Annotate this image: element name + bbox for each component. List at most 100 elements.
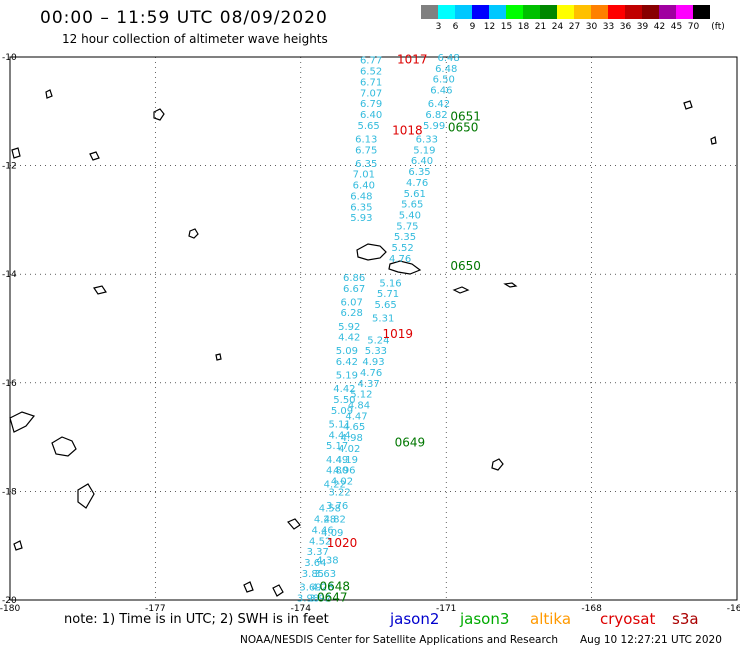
- wave-height-label: 6.82: [425, 110, 447, 121]
- wave-height-label: 4.19: [336, 455, 358, 466]
- wave-height-label: 5.17: [326, 441, 348, 452]
- wave-height-label: 6.48: [437, 53, 459, 64]
- wave-height-label: 5.65: [358, 121, 380, 132]
- color-scale-label: 36: [619, 22, 632, 32]
- footer-note: note: 1) Time is in UTC; 2) SWH is in fe…: [64, 612, 329, 627]
- lon-tick-label: -171: [436, 604, 456, 614]
- lon-tick-label: -165: [727, 604, 740, 614]
- color-swatch: [438, 5, 455, 19]
- pass-time-label: 0647: [317, 590, 348, 604]
- wave-height-label: 3.69: [299, 582, 321, 593]
- color-swatch: [642, 5, 659, 19]
- island-wallis: [188, 228, 199, 239]
- lat-tick-label: -14: [2, 270, 17, 280]
- pass-time-label: 0650: [448, 121, 479, 135]
- island-upolu: [388, 260, 422, 275]
- lon-tick-label: -174: [291, 604, 312, 614]
- island-vavau: [287, 518, 301, 530]
- wave-height-label: 6.48: [435, 64, 457, 75]
- wave-height-label: 5.35: [394, 232, 416, 243]
- color-scale-label: 42: [653, 22, 666, 32]
- wave-height-label: 4.76: [389, 254, 411, 265]
- lat-tick-label: -16: [2, 379, 17, 389]
- color-scale-label: 9: [469, 22, 476, 32]
- wave-height-label: 4.22: [324, 479, 346, 490]
- wave-height-label: 6.40: [360, 110, 382, 121]
- wave-height-label: 5.40: [399, 210, 421, 221]
- color-scale-label: 30: [585, 22, 598, 32]
- wave-height-label: 4.44: [328, 430, 350, 441]
- wave-height-label: 4.02: [331, 477, 353, 488]
- wave-height-label: 5.12: [350, 390, 372, 401]
- pass-time-label: 1017: [397, 53, 428, 67]
- island-small-3: [11, 147, 21, 159]
- wave-height-label: 6.77: [360, 56, 382, 67]
- wave-height-label: 5.65: [374, 300, 396, 311]
- wave-height-label: 4.02: [338, 444, 360, 455]
- wave-height-label: 3.64: [304, 558, 326, 569]
- wave-height-label: 5.19: [413, 145, 435, 156]
- wave-height-label: 6.35: [350, 202, 372, 213]
- lat-tick-label: -10: [2, 53, 17, 63]
- wave-height-label: 4.93: [362, 357, 384, 368]
- island-small-7: [215, 353, 222, 361]
- wave-height-label: 5.24: [367, 335, 389, 346]
- chart-title: 00:00 – 11:59 UTC 08/09/2020: [40, 8, 328, 28]
- color-swatch: [489, 5, 506, 19]
- wave-height-label: 6.71: [360, 77, 382, 88]
- color-scale-label: 24: [551, 22, 564, 32]
- satellite-name-cryosat: cryosat: [600, 610, 656, 628]
- island-haapai: [272, 584, 284, 597]
- color-scale-label: 70: [687, 22, 700, 32]
- island-small-5: [683, 100, 693, 110]
- color-swatch: [523, 5, 540, 19]
- color-swatch: [540, 5, 557, 19]
- color-scale-label: 18: [517, 22, 530, 32]
- lat-tick-label: -20: [2, 596, 17, 606]
- color-swatch: [591, 5, 608, 19]
- color-swatch: [421, 5, 438, 19]
- satellite-name-altika: altika: [530, 610, 572, 628]
- color-swatch: [608, 5, 625, 19]
- wave-height-label: 5.16: [379, 278, 401, 289]
- wave-height-label: 3.92: [309, 593, 331, 604]
- color-scale-label: 6: [452, 22, 459, 32]
- satellite-name-jason3: jason3: [460, 610, 510, 628]
- island-fiji-2: [9, 411, 36, 433]
- wave-height-tracks: 6.776.526.717.076.796.405.656.136.756.35…: [297, 53, 460, 604]
- island-manua: [503, 282, 518, 288]
- wave-height-label: 3.98: [297, 593, 319, 604]
- color-swatch: [693, 5, 710, 19]
- wave-height-label: 4.09: [321, 528, 343, 539]
- wave-height-label: 3.63: [314, 569, 336, 580]
- wave-height-label: 4.49: [326, 455, 348, 466]
- wave-height-label: 4.82: [324, 515, 346, 526]
- wave-height-label: 5.92: [338, 322, 360, 333]
- wave-height-label: 4.52: [309, 536, 331, 547]
- color-scale-label: 27: [568, 22, 581, 32]
- wave-height-label: 4.58: [319, 504, 341, 515]
- island-tutuila: [452, 286, 470, 294]
- wave-height-label: 4.76: [406, 178, 428, 189]
- credit-line: NOAA/NESDIS Center for Satellite Applica…: [240, 634, 558, 646]
- color-swatch: [625, 5, 642, 19]
- island-small-1: [45, 89, 53, 99]
- island-fiji-3: [77, 483, 95, 509]
- satellite-name-s3a: s3a: [672, 610, 699, 628]
- wave-height-label: 4.84: [348, 401, 370, 412]
- wave-height-label: 3.22: [328, 487, 350, 498]
- wave-height-label: 5.99: [423, 121, 445, 132]
- wave-height-label: 4.42: [338, 333, 360, 344]
- wave-height-label: 6.40: [411, 156, 433, 167]
- wave-height-label: 6.33: [416, 134, 438, 145]
- wave-height-label: 4.46: [311, 525, 333, 536]
- wave-height-label: 6.42: [336, 357, 358, 368]
- color-scale-label: 21: [534, 22, 547, 32]
- wave-height-label: 6.42: [428, 99, 450, 110]
- wave-height-label: 4.80: [326, 466, 348, 477]
- color-swatch: [676, 5, 693, 19]
- wave-height-label: 5.75: [396, 221, 418, 232]
- island-small-8: [243, 581, 254, 593]
- pass-time-label: 0650: [450, 259, 481, 273]
